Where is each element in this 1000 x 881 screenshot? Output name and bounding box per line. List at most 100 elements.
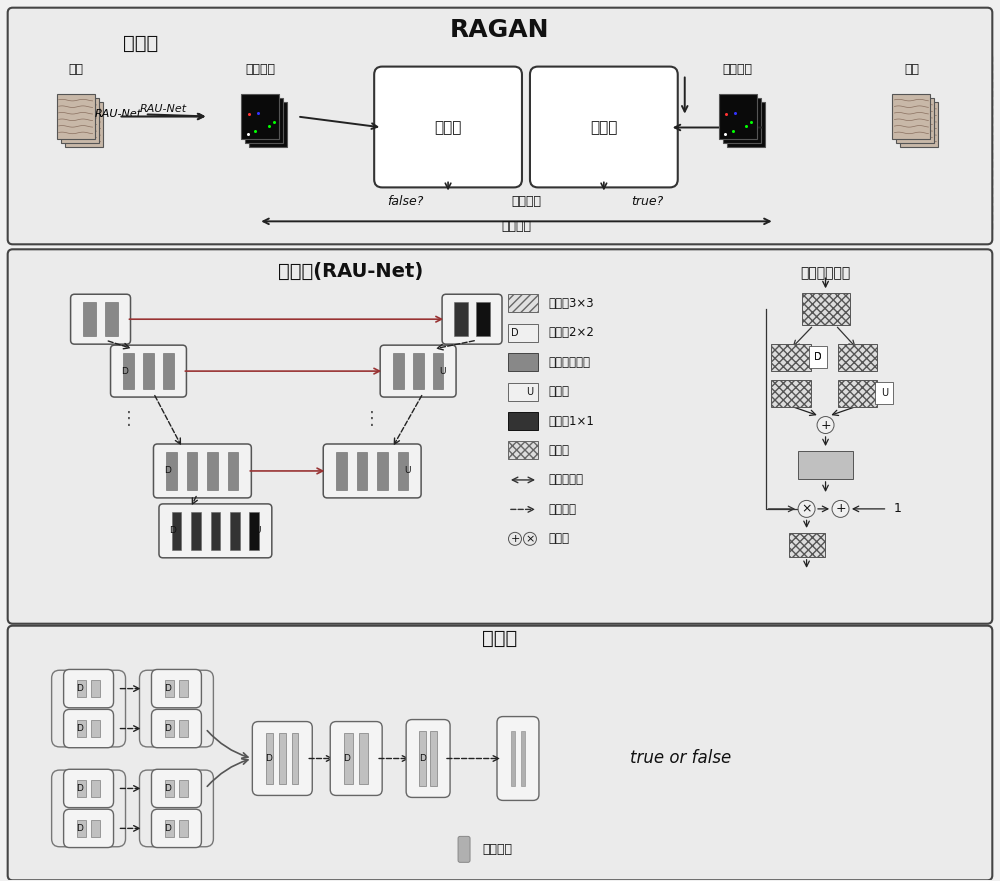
Bar [179,820,188,837]
Bar [61,98,99,144]
Bar [508,382,538,401]
Bar [143,353,154,389]
Text: RAU-Net: RAU-Net [140,104,187,114]
Text: 池化层2×2: 池化层2×2 [548,326,594,339]
Bar [771,344,811,371]
Bar [165,680,174,697]
FancyBboxPatch shape [323,444,421,498]
Text: U: U [404,466,410,476]
Text: 复制并连结: 复制并连结 [548,473,583,486]
Text: 原图: 原图 [904,63,919,76]
Text: +: + [820,418,831,432]
Text: D: D [265,754,272,763]
Bar [91,781,100,796]
Text: D: D [164,784,171,793]
FancyBboxPatch shape [380,345,456,397]
Circle shape [798,500,815,517]
Bar [241,93,279,139]
Bar [123,353,134,389]
Text: true?: true? [632,195,664,208]
Text: D: D [419,754,426,763]
Bar [838,344,877,371]
Bar [896,98,934,144]
FancyBboxPatch shape [252,722,312,796]
Bar [838,380,877,406]
Text: ⋮: ⋮ [120,410,138,428]
Bar [279,732,286,784]
Text: U: U [439,366,445,375]
Bar [292,732,298,784]
Bar [230,512,240,550]
Bar [179,721,188,737]
Bar [344,732,353,784]
FancyBboxPatch shape [374,67,522,188]
Text: 特征传递: 特征传递 [548,503,576,516]
FancyBboxPatch shape [442,294,502,344]
Bar [249,512,259,550]
Bar [179,680,188,697]
Text: 判别器: 判别器 [590,120,618,135]
FancyBboxPatch shape [330,722,382,796]
Text: 加、乘: 加、乘 [548,532,569,545]
Text: D: D [343,754,350,763]
Text: D: D [164,685,171,693]
Text: 核检测: 核检测 [123,34,158,53]
Bar [207,452,218,490]
Text: false?: false? [387,195,423,208]
Circle shape [817,417,834,433]
FancyBboxPatch shape [111,345,186,397]
Text: 全连接层: 全连接层 [482,843,512,855]
FancyBboxPatch shape [71,294,131,344]
Text: D: D [814,352,821,362]
Bar [165,721,174,737]
Text: true or false: true or false [630,750,731,767]
Bar [723,98,761,144]
Bar [91,820,100,837]
FancyBboxPatch shape [406,720,450,797]
Bar [454,302,468,337]
FancyBboxPatch shape [159,504,272,558]
FancyBboxPatch shape [151,810,201,848]
Bar [719,93,757,139]
Bar [77,781,86,796]
Text: 判别器: 判别器 [434,120,462,135]
Bar [245,98,283,144]
Text: +: + [510,534,520,544]
Bar [508,441,538,460]
Text: U: U [881,388,888,398]
Text: D: D [76,724,83,733]
FancyBboxPatch shape [64,670,114,707]
Bar [163,353,174,389]
Text: RAU-Net: RAU-Net [95,108,203,119]
Text: D: D [76,784,83,793]
Bar [377,452,388,490]
Text: ⋮: ⋮ [363,410,381,428]
Circle shape [832,500,849,517]
Bar [433,353,443,389]
Text: D: D [76,824,83,833]
Bar [413,353,424,389]
Bar [77,721,86,737]
Bar [336,452,347,490]
Bar [508,294,538,312]
Bar [77,820,86,837]
Bar [211,512,220,550]
Bar [187,452,197,490]
Bar [91,721,100,737]
Bar [359,732,368,784]
FancyBboxPatch shape [64,769,114,808]
Text: D: D [164,466,171,476]
Bar [179,781,188,796]
Bar [875,382,893,404]
FancyBboxPatch shape [64,810,114,848]
Text: 生成图像: 生成图像 [245,63,275,76]
Bar [191,512,201,550]
Bar [166,452,177,490]
Text: 卷积层3×3: 卷积层3×3 [548,297,594,310]
Bar [521,730,525,787]
Text: 原图: 原图 [68,63,83,76]
Bar [508,323,538,342]
Text: D: D [170,526,176,536]
Bar [798,451,853,479]
Text: U: U [526,387,534,396]
